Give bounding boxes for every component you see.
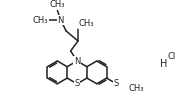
Text: N: N (57, 16, 64, 25)
Text: H: H (160, 59, 167, 69)
Text: S: S (114, 79, 119, 88)
Text: Cl: Cl (167, 52, 175, 61)
Text: N: N (74, 57, 80, 65)
Text: CH₃: CH₃ (32, 16, 48, 25)
Text: CH₃: CH₃ (79, 19, 94, 28)
Text: S: S (74, 79, 80, 88)
Text: CH₃: CH₃ (129, 84, 144, 93)
Text: CH₃: CH₃ (49, 0, 65, 9)
